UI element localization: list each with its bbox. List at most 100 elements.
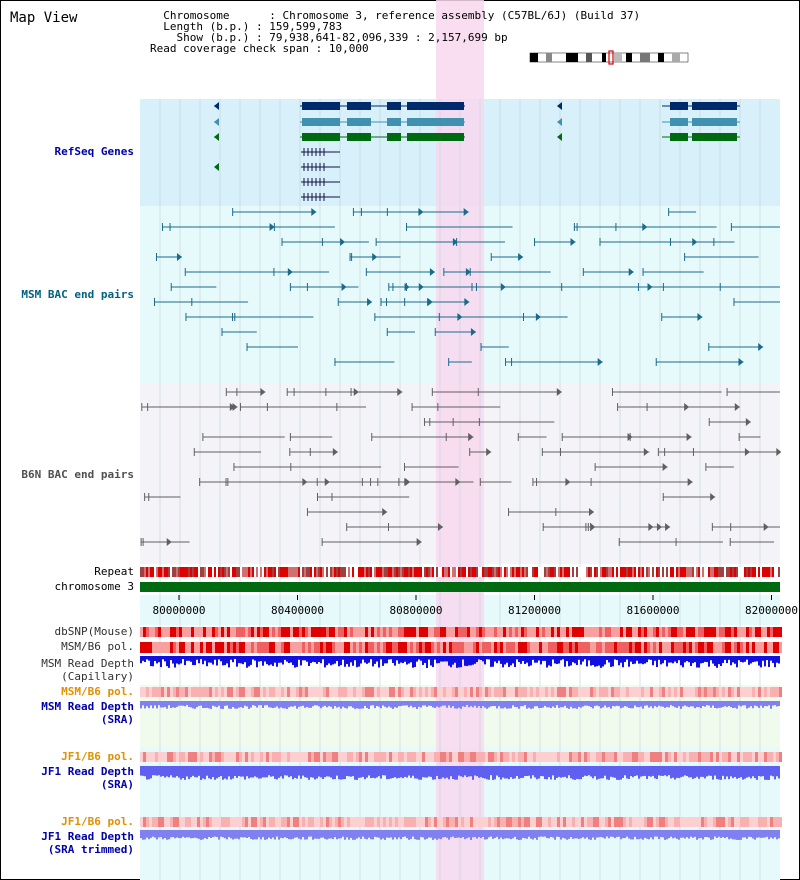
heat-cell <box>425 642 428 653</box>
depth-bar <box>546 830 548 839</box>
repeat-block <box>508 567 510 577</box>
heat-cell <box>755 687 758 697</box>
depth-bar <box>756 830 758 838</box>
depth-bar <box>502 701 504 709</box>
heat-cell <box>398 687 401 697</box>
depth-bar <box>516 701 518 708</box>
repeat-block <box>584 567 586 577</box>
depth-bar <box>140 766 142 776</box>
heat-cell <box>335 817 338 827</box>
depth-bar <box>684 656 686 663</box>
heat-cell <box>287 642 290 653</box>
heat-cell <box>461 687 464 697</box>
depth-bar <box>628 701 630 708</box>
heat-cell <box>266 642 269 653</box>
repeat-block <box>614 567 616 577</box>
depth-bar <box>586 701 588 706</box>
depth-bar <box>598 701 600 707</box>
heat-cell <box>362 642 365 653</box>
depth-bar <box>282 830 284 839</box>
bac-end-arrow <box>642 223 648 231</box>
heat-cell <box>164 642 167 653</box>
depth-bar <box>776 766 778 777</box>
heat-cell <box>659 687 662 697</box>
depth-bar <box>260 701 262 706</box>
depth-bar <box>474 766 476 776</box>
depth-bar <box>488 701 490 708</box>
heat-cell <box>254 687 257 697</box>
repeat-block <box>744 567 746 577</box>
depth-bar <box>154 830 156 838</box>
depth-bar <box>620 701 622 709</box>
grid-lines <box>159 99 761 880</box>
depth-bar <box>366 830 368 840</box>
heat-cell <box>356 687 359 697</box>
depth-bar <box>198 766 200 776</box>
repeat-block <box>542 567 544 577</box>
depth-bar <box>592 656 594 665</box>
axis-tick-label: 82000000 <box>745 604 798 617</box>
depth-bar <box>704 766 706 779</box>
depth-bar <box>160 830 162 838</box>
heat-cell <box>344 642 347 653</box>
heat-cell <box>251 627 254 637</box>
repeat-block <box>768 567 770 577</box>
bac-end-arrow <box>416 538 422 546</box>
depth-bar <box>774 830 776 838</box>
depth-bar <box>294 766 296 778</box>
heat-cell <box>566 687 569 697</box>
heat-cell <box>275 752 278 762</box>
depth-bar <box>626 701 628 707</box>
bac-end-arrow <box>332 448 338 456</box>
depth-bar <box>676 766 678 778</box>
depth-bar <box>212 766 214 778</box>
msm-b6-pol-capillary-track <box>140 642 782 653</box>
depth-bar <box>552 701 554 707</box>
heat-cell <box>281 687 284 697</box>
depth-bar <box>742 766 744 780</box>
heat-cell <box>539 627 542 637</box>
depth-bar <box>350 766 352 777</box>
bac-end-arrow <box>463 208 469 216</box>
depth-bar <box>460 766 462 777</box>
heat-cell <box>338 817 341 827</box>
heat-cell <box>347 687 350 697</box>
depth-bar <box>732 830 734 840</box>
track-label-msm-bac[interactable]: MSM BAC end pairs <box>21 288 134 301</box>
depth-bar <box>638 766 640 779</box>
repeat-block <box>612 567 614 577</box>
heat-cell <box>635 642 638 653</box>
heat-cell <box>296 627 299 637</box>
depth-bar <box>622 701 624 708</box>
heat-cell <box>476 752 479 762</box>
depth-bar <box>702 766 704 777</box>
depth-bar <box>620 830 622 840</box>
heat-cell <box>386 817 389 827</box>
msm-depth-sra-track <box>140 701 780 709</box>
heat-cell <box>518 687 521 697</box>
track-label-refseq[interactable]: RefSeq Genes <box>54 145 134 158</box>
depth-bar <box>688 701 690 708</box>
depth-bar <box>510 656 512 666</box>
depth-bar <box>206 656 208 667</box>
heat-cell <box>587 642 590 653</box>
depth-bar <box>572 830 574 839</box>
depth-bar <box>730 830 732 839</box>
repeat-block <box>668 567 670 577</box>
heat-cell <box>374 642 377 653</box>
depth-bar <box>210 830 212 838</box>
heat-cell <box>668 817 671 827</box>
depth-bar <box>180 830 182 839</box>
heat-cell <box>551 687 554 697</box>
length-line: Length (b.p.) : 159,599,783 <box>163 20 343 33</box>
heat-cell <box>494 817 497 827</box>
repeat-block <box>722 567 724 577</box>
depth-bar <box>390 701 392 708</box>
track-label-b6n-bac[interactable]: B6N BAC end pairs <box>21 468 134 481</box>
gene-exon <box>692 133 737 141</box>
depth-bar <box>548 830 550 839</box>
repeat-block <box>288 567 290 577</box>
depth-bar <box>532 656 534 660</box>
depth-bar <box>146 830 148 838</box>
